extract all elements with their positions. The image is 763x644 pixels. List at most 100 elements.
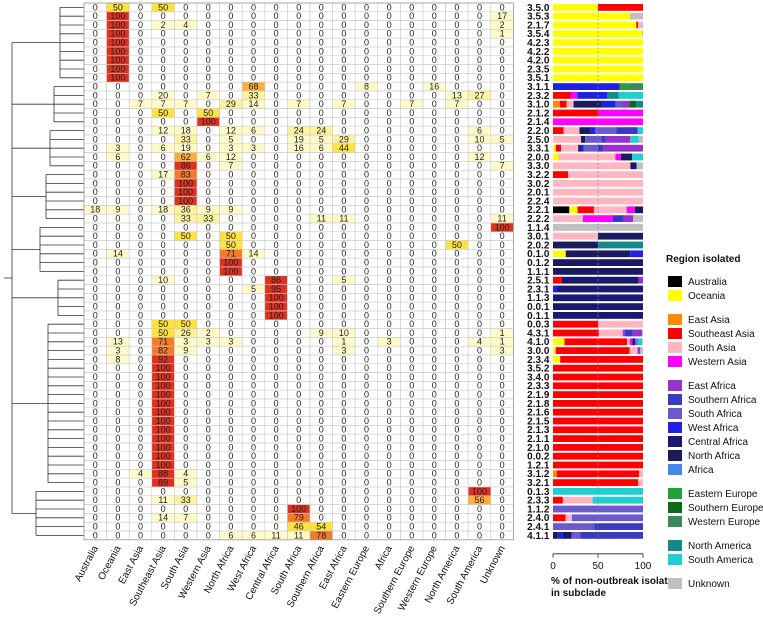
cell-value: 0 <box>93 434 98 444</box>
bar-segment <box>603 144 643 152</box>
cell-value: 0 <box>387 82 392 92</box>
cell-value: 0 <box>341 530 346 540</box>
cell-value: 0 <box>251 64 256 74</box>
cell-value: 3 <box>115 143 120 153</box>
cell-value: 0 <box>387 46 392 56</box>
subclade-label: 3.0.0 <box>527 346 550 357</box>
cell-value: 0 <box>341 222 346 232</box>
cell-value: 0 <box>477 231 482 241</box>
cell-value: 0 <box>500 434 505 444</box>
cell-value: 0 <box>183 381 188 391</box>
cell-value: 0 <box>228 522 233 532</box>
cell-value: 0 <box>364 90 369 100</box>
cell-value: 0 <box>274 460 279 470</box>
bar-segment <box>568 171 643 178</box>
cell-value: 0 <box>206 284 211 294</box>
cell-value: 0 <box>341 90 346 100</box>
cell-value: 19 <box>181 143 191 153</box>
cell-value: 0 <box>296 46 301 56</box>
subclade-label: 2.3.3 <box>527 496 550 507</box>
cell-value: 0 <box>364 46 369 56</box>
subclade-label: 1.2.1 <box>527 460 550 471</box>
cell-value: 0 <box>364 434 369 444</box>
bar-segment <box>598 4 643 11</box>
cell-value: 0 <box>500 266 505 276</box>
cell-value: 0 <box>341 249 346 259</box>
bar-segment <box>553 153 559 161</box>
cell-value: 0 <box>319 346 324 356</box>
cell-value: 33 <box>181 495 191 505</box>
subclade-label: 4.1.0 <box>527 337 550 348</box>
cell-value: 0 <box>387 495 392 505</box>
legend-swatch <box>668 436 682 447</box>
cell-value: 50 <box>158 2 168 12</box>
subclade-label: 3.4.0 <box>527 372 550 383</box>
legend-swatch <box>668 356 682 367</box>
cell-value: 0 <box>341 266 346 276</box>
legend-swatch <box>668 540 682 551</box>
cell-value: 0 <box>251 134 256 144</box>
cell-value: 0 <box>387 152 392 162</box>
cell-value: 0 <box>454 275 459 285</box>
cell-value: 0 <box>387 372 392 382</box>
cell-value: 0 <box>296 372 301 382</box>
bar-segment <box>553 241 598 249</box>
cell-value: 0 <box>364 390 369 400</box>
cell-value: 0 <box>477 302 482 312</box>
cell-value: 0 <box>364 486 369 496</box>
cell-value: 0 <box>341 310 346 320</box>
cell-value: 0 <box>319 372 324 382</box>
cell-value: 0 <box>454 284 459 294</box>
legend-label: Western Europe <box>688 517 761 528</box>
cell-value: 0 <box>206 38 211 48</box>
cell-value: 0 <box>228 495 233 505</box>
cell-value: 0 <box>454 108 459 118</box>
cell-value: 0 <box>341 29 346 39</box>
cell-value: 0 <box>93 319 98 329</box>
cell-value: 0 <box>161 38 166 48</box>
cell-value: 0 <box>319 249 324 259</box>
cell-value: 0 <box>93 187 98 197</box>
cell-value: 0 <box>161 178 166 188</box>
bar-segment <box>629 100 637 108</box>
bar-segment <box>624 329 633 337</box>
cell-value: 0 <box>364 522 369 532</box>
cell-value: 5 <box>500 134 505 144</box>
cell-value: 0 <box>454 504 459 514</box>
bar-segment <box>616 127 638 134</box>
cell-value: 0 <box>500 38 505 48</box>
legend-swatch <box>668 554 682 565</box>
subclade-label: 2.1.5 <box>527 416 550 427</box>
cell-value: 100 <box>156 442 171 452</box>
cell-value: 0 <box>183 240 188 250</box>
cell-value: 0 <box>274 55 279 65</box>
cell-value: 0 <box>387 478 392 488</box>
cell-value: 0 <box>341 126 346 136</box>
cell-value: 0 <box>364 231 369 241</box>
cell-value: 0 <box>364 469 369 479</box>
cell-value: 0 <box>251 302 256 312</box>
cell-value: 0 <box>500 205 505 215</box>
cell-value: 0 <box>251 381 256 391</box>
cell-value: 0 <box>454 249 459 259</box>
legend-label: Unknown <box>688 579 730 590</box>
cell-value: 26 <box>181 328 191 338</box>
cell-value: 0 <box>183 416 188 426</box>
cell-value: 0 <box>432 372 437 382</box>
cell-value: 0 <box>296 178 301 188</box>
cell-value: 0 <box>319 266 324 276</box>
cell-value: 0 <box>115 161 120 171</box>
cell-value: 0 <box>454 231 459 241</box>
bar-segment <box>577 92 607 99</box>
legend-label: Southeast Asia <box>688 329 755 340</box>
subclade-label: 3.0.1 <box>527 232 550 243</box>
cell-value: 0 <box>341 495 346 505</box>
cell-value: 0 <box>183 82 188 92</box>
cell-value: 78 <box>316 530 326 540</box>
subclade-label: 2.1.4 <box>527 117 550 128</box>
cell-value: 2 <box>500 20 505 30</box>
cell-value: 0 <box>500 240 505 250</box>
cell-value: 0 <box>115 407 120 417</box>
legend-swatch <box>668 450 682 461</box>
